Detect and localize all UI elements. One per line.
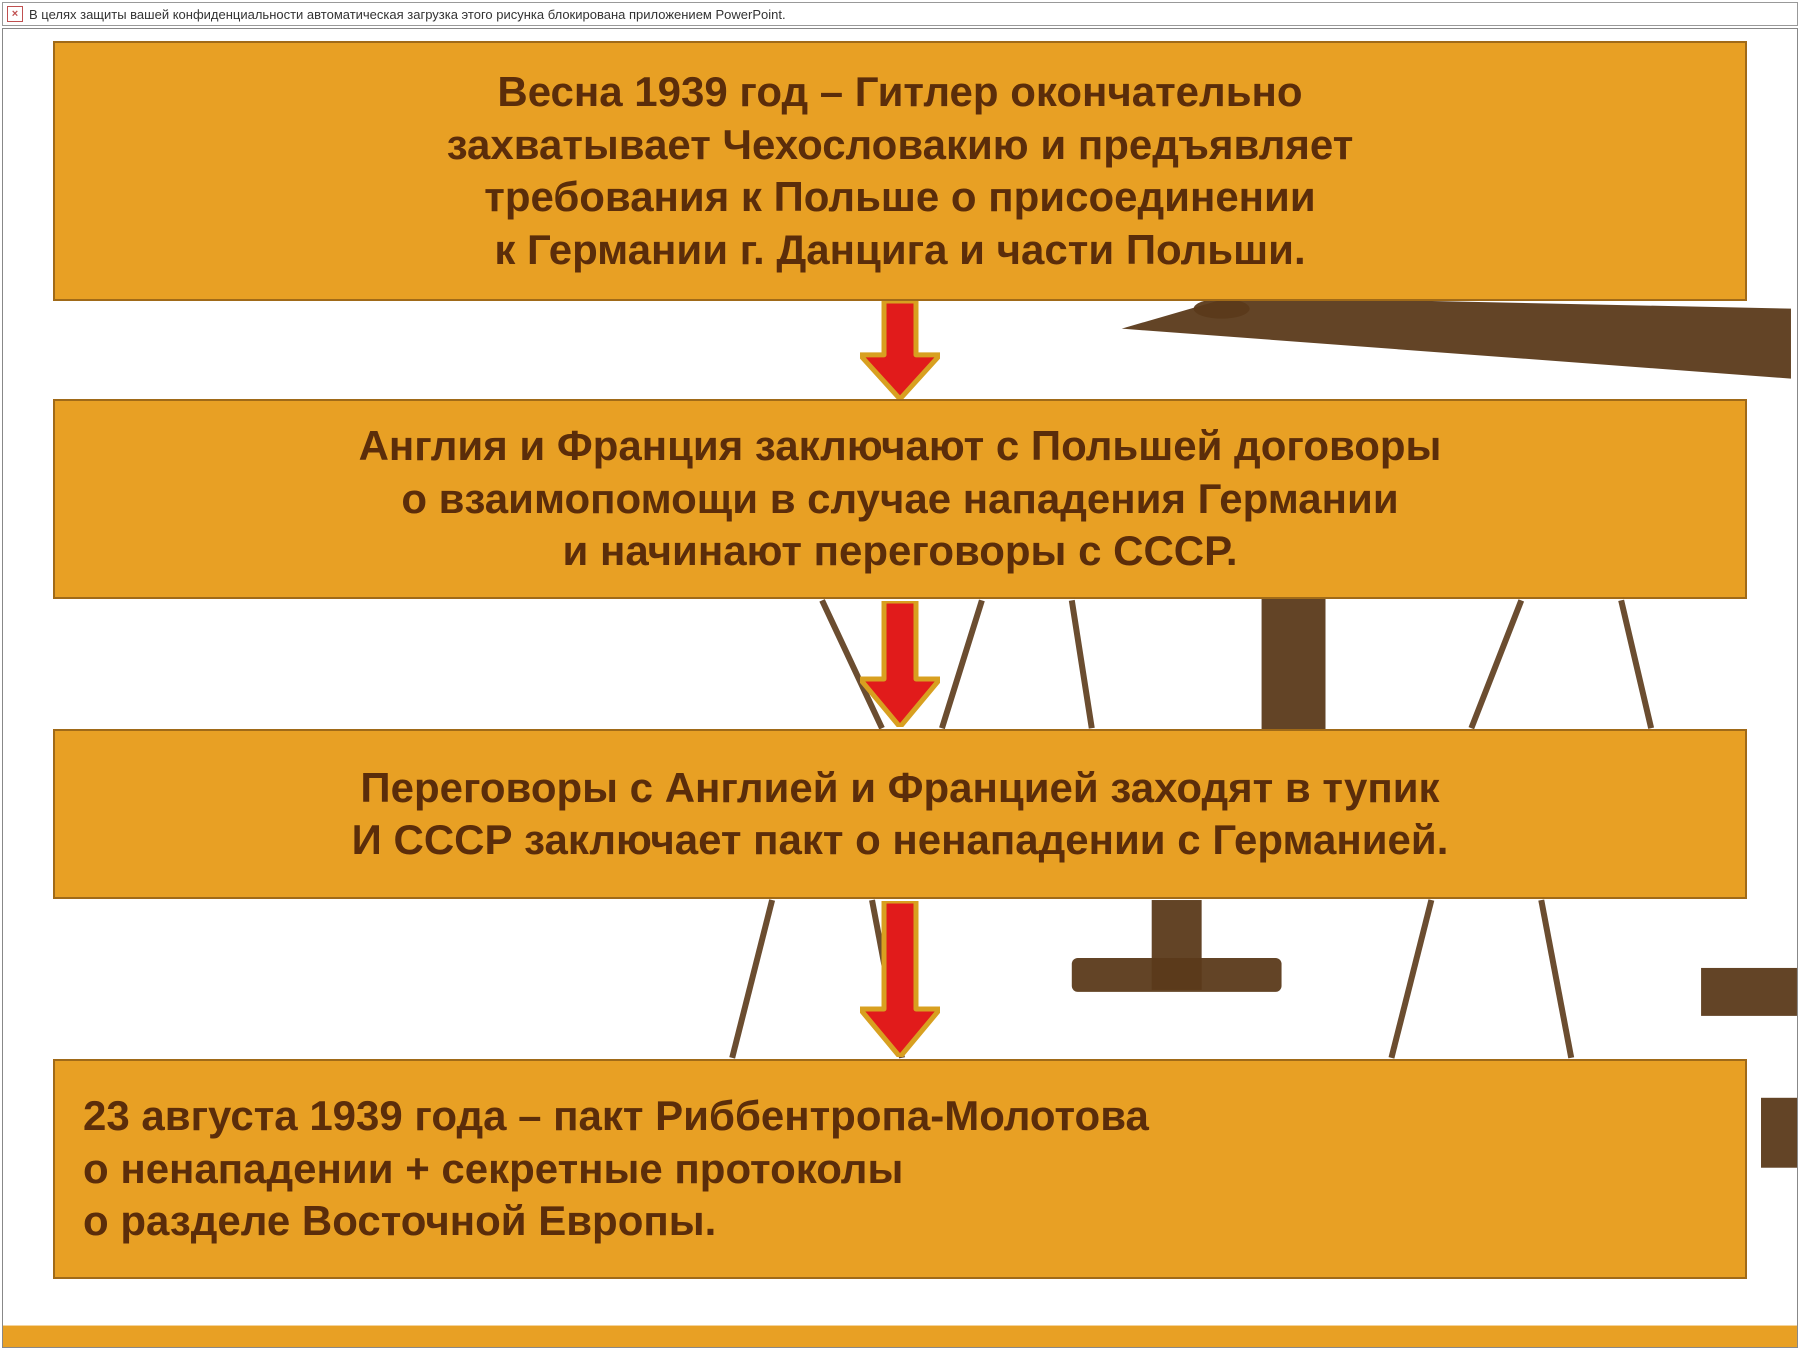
image-blocked-warning: × В целях защиты вашей конфиденциальност… — [2, 2, 1798, 26]
blocked-icon-glyph: × — [12, 9, 18, 20]
flow-arrow-2 — [860, 601, 940, 727]
flow-block-1: Весна 1939 год – Гитлер окончательно зах… — [53, 41, 1747, 301]
flow-block-text: Весна 1939 год – Гитлер окончательно зах… — [447, 66, 1354, 276]
flow-block-3: Переговоры с Англией и Францией заходят … — [53, 729, 1747, 899]
slide-area: Весна 1939 год – Гитлер окончательно зах… — [2, 28, 1798, 1348]
flow-arrow-1 — [860, 301, 940, 399]
down-arrow-icon — [860, 601, 940, 727]
flow-block-4: 23 августа 1939 года – пакт Риббентропа-… — [53, 1059, 1747, 1279]
flow-arrow-3 — [860, 901, 940, 1057]
flow-block-text: 23 августа 1939 года – пакт Риббентропа-… — [83, 1090, 1149, 1248]
flow-block-text: Англия и Франция заключают с Польшей дог… — [359, 420, 1442, 578]
down-arrow-icon — [860, 901, 940, 1057]
flow-block-2: Англия и Франция заключают с Польшей дог… — [53, 399, 1747, 599]
warning-text: В целях защиты вашей конфиденциальности … — [29, 7, 786, 22]
blocked-icon: × — [7, 6, 23, 22]
flow-block-text: Переговоры с Англией и Францией заходят … — [352, 762, 1449, 867]
down-arrow-icon — [860, 301, 940, 399]
